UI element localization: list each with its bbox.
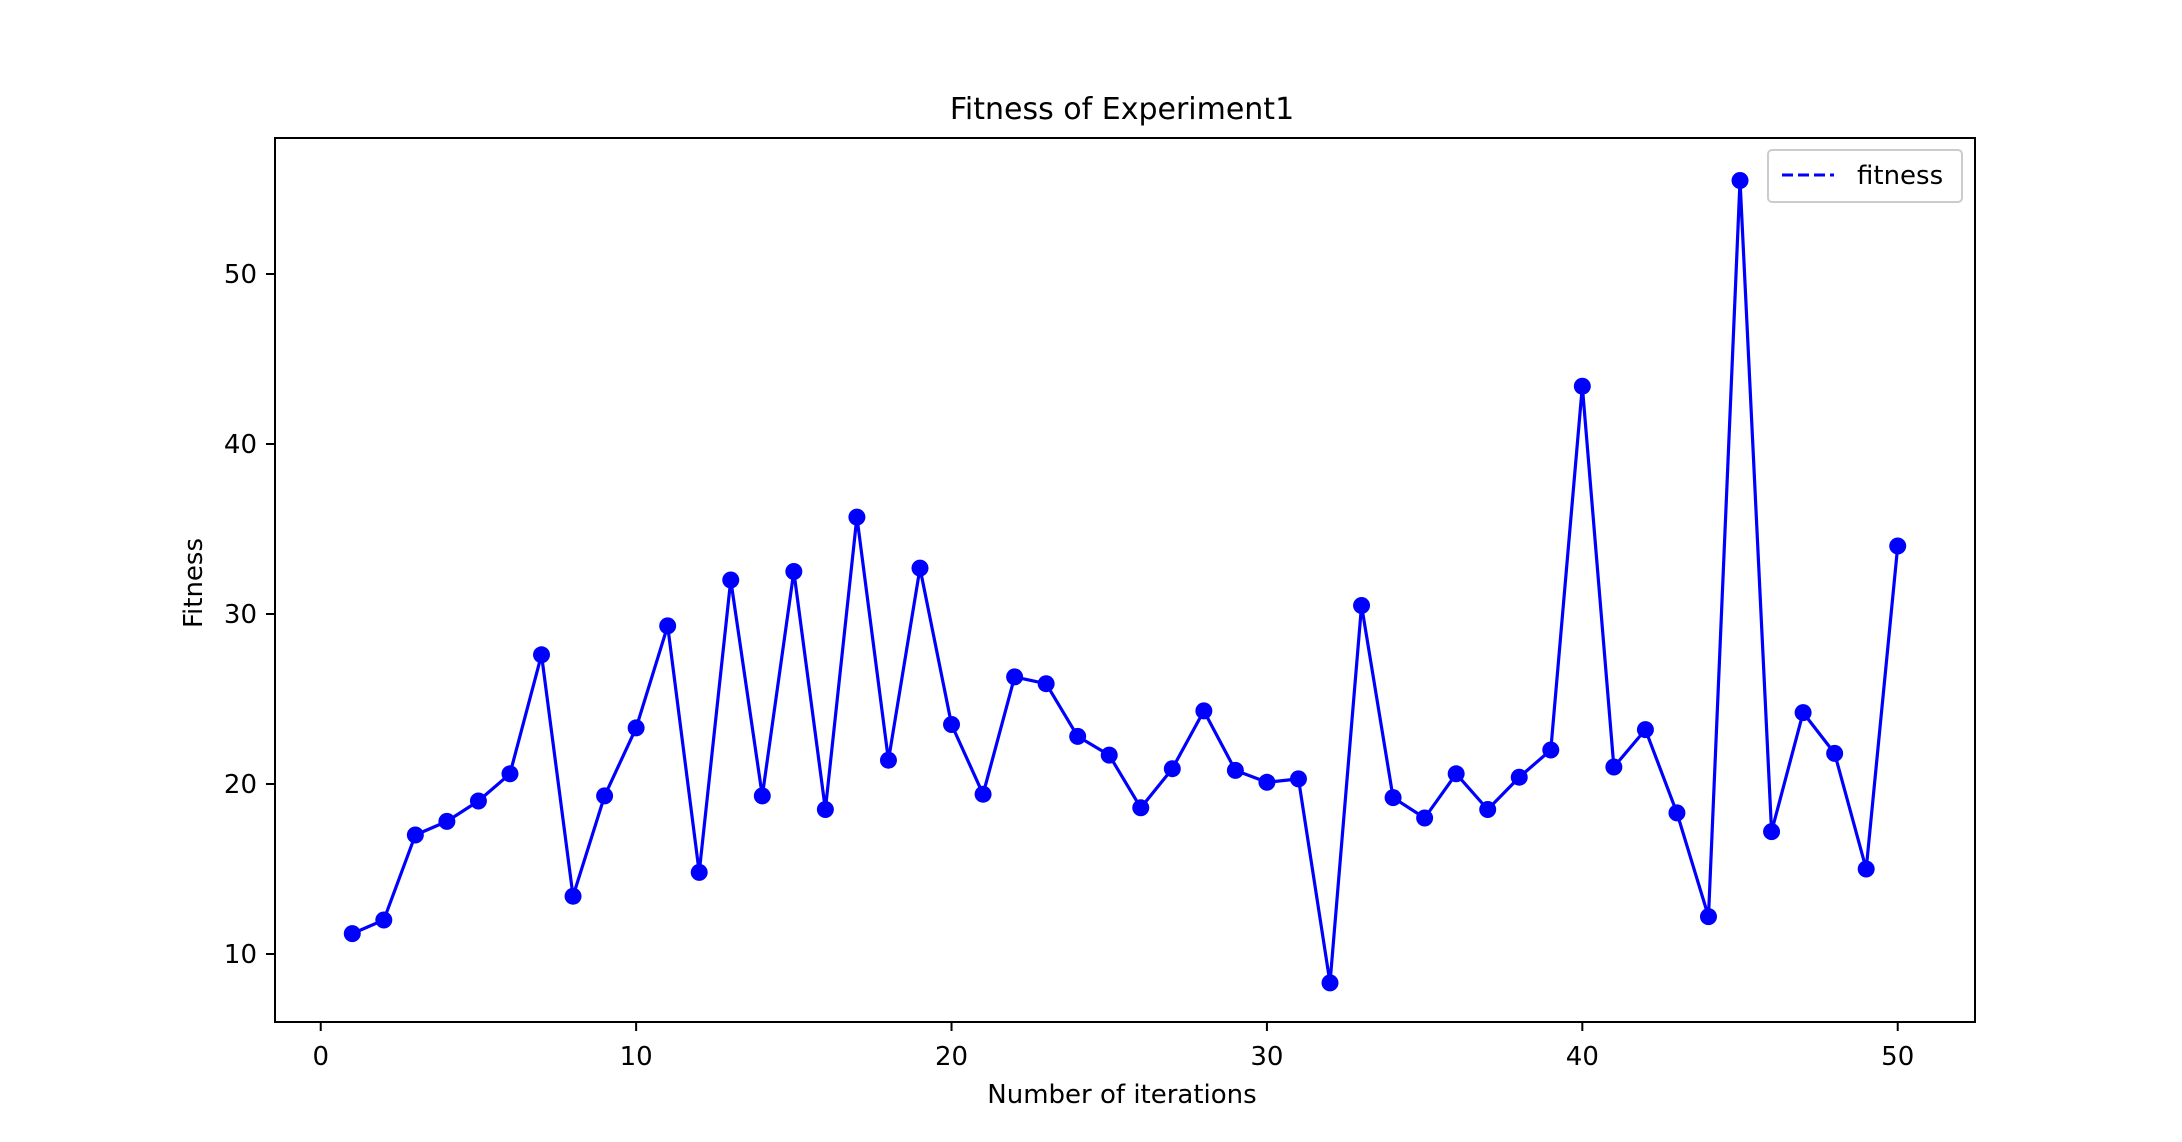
data-point [1037, 675, 1055, 693]
legend: fitness [1767, 149, 1963, 203]
x-tick-label: 30 [1250, 1042, 1283, 1072]
data-point [911, 559, 929, 577]
data-point [1605, 758, 1623, 776]
y-tick-label: 10 [224, 940, 257, 970]
x-tick-label: 0 [312, 1042, 329, 1072]
data-point [1163, 760, 1181, 778]
x-axis-label: Number of iterations [987, 1080, 1256, 1110]
y-tick-label: 20 [224, 770, 257, 800]
x-tick-label: 20 [935, 1042, 968, 1072]
y-axis-label: Fitness [179, 538, 209, 628]
data-point [1542, 741, 1560, 759]
data-point [1069, 727, 1087, 745]
data-point [1132, 799, 1150, 817]
data-point [974, 785, 992, 803]
legend-label-fitness: fitness [1857, 161, 1943, 191]
data-point [1479, 801, 1497, 818]
data-point [1763, 823, 1781, 841]
data-point [1353, 597, 1371, 614]
data-point [469, 792, 487, 810]
data-point [1573, 377, 1591, 395]
data-point [1699, 908, 1717, 926]
x-tick-label: 50 [1881, 1042, 1914, 1072]
y-tick-label: 30 [224, 600, 257, 630]
data-point [1636, 721, 1654, 739]
data-point [1006, 668, 1024, 686]
data-point [1195, 702, 1213, 720]
data-point [564, 887, 582, 905]
data-point [1416, 809, 1434, 827]
data-point [753, 787, 771, 805]
x-tick-label: 40 [1566, 1042, 1599, 1072]
data-point [1258, 773, 1276, 791]
data-point [1321, 974, 1339, 992]
data-point [816, 801, 834, 818]
data-point [1384, 789, 1402, 807]
data-point [1226, 761, 1244, 779]
data-point [785, 563, 803, 580]
data-point [1857, 860, 1875, 878]
data-point [1794, 704, 1812, 722]
axes-frame [274, 137, 1976, 1023]
data-point [1889, 537, 1907, 555]
data-point [1100, 746, 1118, 764]
data-point [1668, 804, 1686, 822]
data-point [943, 716, 961, 733]
y-axis: 10 20 30 40 50 [224, 260, 275, 970]
data-point [501, 765, 519, 783]
data-point [343, 925, 361, 943]
data-point [375, 911, 393, 929]
data-point [1510, 768, 1528, 786]
data-point [533, 646, 551, 664]
data-point [722, 571, 740, 589]
chart-title: Fitness of Experiment1 [950, 92, 1294, 127]
data-point [406, 826, 424, 844]
data-point [1289, 770, 1307, 788]
plot-area [343, 172, 1907, 992]
y-tick-label: 40 [224, 430, 257, 460]
data-point [879, 751, 897, 769]
legend-box [1767, 149, 1963, 203]
data-point [690, 863, 708, 881]
data-point [848, 508, 866, 526]
data-point [659, 617, 677, 635]
x-tick-label: 10 [620, 1042, 653, 1072]
data-point [438, 812, 456, 830]
data-point [596, 787, 614, 805]
data-point [1826, 744, 1844, 762]
y-tick-label: 50 [224, 260, 257, 290]
data-point [1731, 172, 1749, 189]
x-axis: 0 10 20 30 40 50 [312, 1022, 1914, 1072]
data-point [1447, 765, 1465, 783]
data-point [627, 719, 645, 737]
